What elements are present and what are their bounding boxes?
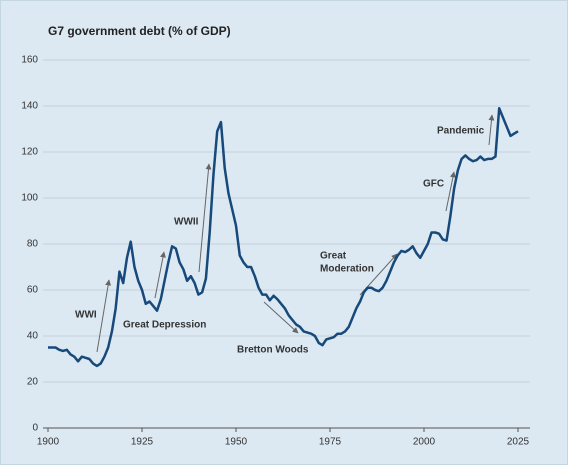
y-tick-label: 100 (21, 193, 38, 204)
chart-title: G7 government debt (% of GDP) (48, 24, 231, 38)
y-tick-label: 160 (21, 55, 38, 66)
y-tick-label: 60 (27, 285, 39, 296)
line (48, 107, 519, 368)
annotation: Great (320, 251, 347, 262)
annotation: WWII (174, 217, 199, 228)
annotation: WWI (75, 310, 97, 321)
y-tick-label: 40 (27, 331, 39, 342)
x-tick-label: 1975 (319, 437, 342, 448)
x-tick-label: 2000 (413, 437, 436, 448)
annotation: Moderation (320, 264, 374, 275)
y-tick-label: 20 (27, 377, 39, 388)
y-tick-label: 120 (21, 147, 38, 158)
arrow (263, 301, 299, 334)
arrow (198, 163, 212, 273)
annotation: Pandemic (437, 126, 485, 137)
annotation: GFC (423, 179, 444, 190)
x-tick-label: 2025 (507, 437, 530, 448)
annotation: Great Depression (123, 320, 206, 331)
arrow (445, 171, 456, 212)
x-tick-label: 1900 (37, 437, 60, 448)
y-tick-label: 140 (21, 101, 38, 112)
arrow (154, 251, 166, 299)
arrow (96, 279, 112, 353)
x-tick-label: 1925 (131, 437, 154, 448)
x-tick-label: 1950 (225, 437, 248, 448)
y-tick-label: 80 (27, 239, 39, 250)
arrow (488, 114, 495, 146)
y-tick-label: 0 (32, 423, 38, 434)
annotation: Bretton Woods (237, 345, 309, 356)
